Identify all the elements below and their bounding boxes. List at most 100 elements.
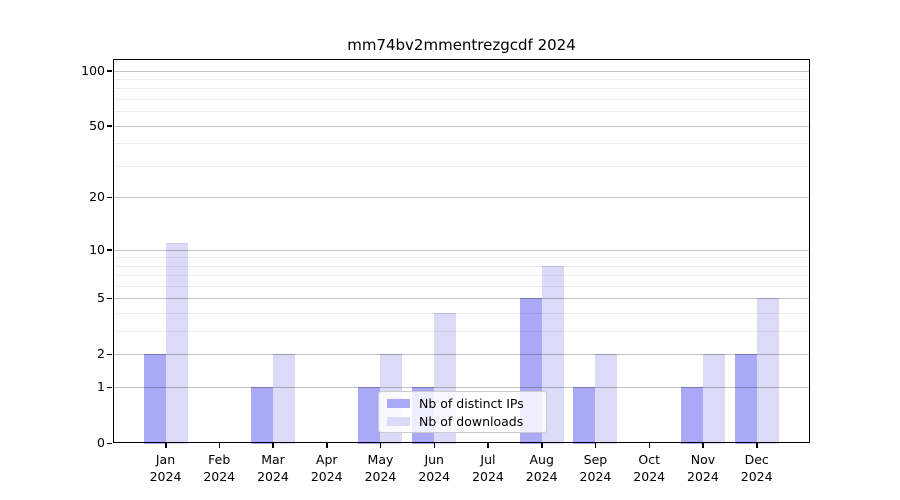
y-tick-label: 5 xyxy=(97,290,105,306)
y-tick-label: 1 xyxy=(97,379,105,395)
chart-title: mm74bv2mmentrezgcdf 2024 xyxy=(347,36,576,54)
x-tick-label: Oct 2024 xyxy=(621,451,677,485)
x-tick-year: 2024 xyxy=(525,469,558,484)
x-tick-mark xyxy=(165,443,167,448)
gridline-minor xyxy=(113,111,810,113)
x-tick-year: 2024 xyxy=(579,469,612,484)
x-tick-mark xyxy=(702,443,704,448)
x-tick-label: Jul 2024 xyxy=(460,451,516,485)
x-tick-label: Mar 2024 xyxy=(245,451,301,485)
x-tick-year: 2024 xyxy=(310,469,343,484)
gridline-minor xyxy=(113,165,810,167)
bar-nov-ips xyxy=(680,387,703,444)
x-tick-mark xyxy=(487,443,489,448)
gridline-minor xyxy=(113,331,810,333)
gridline-minor xyxy=(113,99,810,101)
gridline-minor xyxy=(113,275,810,277)
x-tick-month: Jul xyxy=(480,452,496,467)
x-tick-mark xyxy=(594,443,597,448)
x-tick-month: Sep xyxy=(583,452,608,467)
x-tick-label: May 2024 xyxy=(352,451,408,485)
x-tick-mark xyxy=(379,443,382,448)
y-tick-mark xyxy=(107,125,112,127)
gridline-major xyxy=(113,298,810,300)
x-tick-label: Jan 2024 xyxy=(138,451,194,485)
x-tick-label: Aug 2024 xyxy=(514,451,570,485)
y-tick-mark xyxy=(107,249,112,251)
y-tick-mark xyxy=(107,386,112,389)
bar-jan-downloads xyxy=(165,242,188,444)
x-tick-year: 2024 xyxy=(257,469,289,484)
bar-may-ips xyxy=(358,387,381,444)
y-tick-label: 20 xyxy=(89,189,105,205)
legend-label: Nb of distinct IPs xyxy=(419,395,524,411)
x-tick-label: Feb 2024 xyxy=(191,451,247,485)
y-tick-mark xyxy=(107,196,112,199)
gridline-major xyxy=(113,197,810,199)
y-tick-label: 50 xyxy=(89,117,105,133)
ips-swatch-icon xyxy=(387,398,410,408)
x-tick-month: Jan xyxy=(155,452,176,467)
bar-dec-ips xyxy=(734,354,757,444)
gridline-minor xyxy=(113,313,810,315)
x-tick-mark xyxy=(433,443,436,448)
gridline-major xyxy=(113,249,810,251)
y-tick-mark xyxy=(107,297,112,300)
x-tick-mark xyxy=(326,443,328,448)
x-tick-mark xyxy=(218,443,221,448)
y-tick-mark xyxy=(107,70,112,72)
x-tick-year: 2024 xyxy=(149,469,182,484)
y-tick-mark xyxy=(107,353,112,356)
bar-sep-ips xyxy=(573,387,596,444)
x-tick-month: Aug xyxy=(529,452,554,467)
x-tick-label: Jun 2024 xyxy=(406,451,462,485)
x-tick-month: May xyxy=(367,452,394,467)
bar-jan-ips xyxy=(143,354,166,444)
x-tick-label: Sep 2024 xyxy=(567,451,623,485)
x-tick-month: Apr xyxy=(315,452,338,467)
gridline-minor xyxy=(113,286,810,288)
y-tick-label: 2 xyxy=(97,346,105,362)
legend-entry-ips: Nb of distinct IPs xyxy=(387,396,538,411)
bar-sep-downloads xyxy=(595,354,618,444)
downloads-swatch-icon xyxy=(387,416,410,426)
gridline-minor xyxy=(113,88,810,90)
bar-mar-ips xyxy=(250,387,273,444)
x-tick-month: Nov xyxy=(690,452,716,467)
x-tick-year: 2024 xyxy=(364,469,397,484)
x-tick-label: Nov 2024 xyxy=(675,451,731,485)
gridline-major xyxy=(113,125,810,127)
x-tick-mark xyxy=(272,443,274,448)
x-tick-mark xyxy=(756,443,758,448)
bar-dec-downloads xyxy=(756,298,779,444)
bar-aug-downloads xyxy=(541,265,564,444)
x-tick-year: 2024 xyxy=(418,469,451,484)
gridline-minor xyxy=(113,265,810,267)
bar-mar-downloads xyxy=(272,354,295,444)
y-tick-label: 0 xyxy=(97,435,105,450)
gridline-major xyxy=(113,70,810,72)
x-tick-month: Dec xyxy=(744,452,769,467)
x-tick-year: 2024 xyxy=(203,469,236,484)
legend: Nb of distinct IPs Nb of downloads xyxy=(378,391,547,433)
x-tick-month: Mar xyxy=(261,452,285,467)
x-tick-year: 2024 xyxy=(633,469,666,484)
gridline-minor xyxy=(113,143,810,145)
x-tick-year: 2024 xyxy=(472,469,504,484)
y-tick-mark xyxy=(107,442,112,444)
gridline-minor xyxy=(113,257,810,259)
x-tick-year: 2024 xyxy=(687,469,719,484)
y-tick-label: 100 xyxy=(81,62,105,78)
x-tick-year: 2024 xyxy=(740,469,773,484)
x-tick-month: Feb xyxy=(208,452,231,467)
x-tick-label: Apr 2024 xyxy=(299,451,355,485)
x-tick-label: Dec 2024 xyxy=(729,451,785,485)
x-tick-mark xyxy=(648,443,651,448)
legend-label: Nb of downloads xyxy=(419,413,524,429)
bar-nov-downloads xyxy=(702,354,725,444)
legend-entry-downloads: Nb of downloads xyxy=(387,414,538,429)
x-tick-mark xyxy=(541,443,543,448)
gridline-minor xyxy=(113,79,810,81)
x-tick-month: Oct xyxy=(638,452,661,467)
